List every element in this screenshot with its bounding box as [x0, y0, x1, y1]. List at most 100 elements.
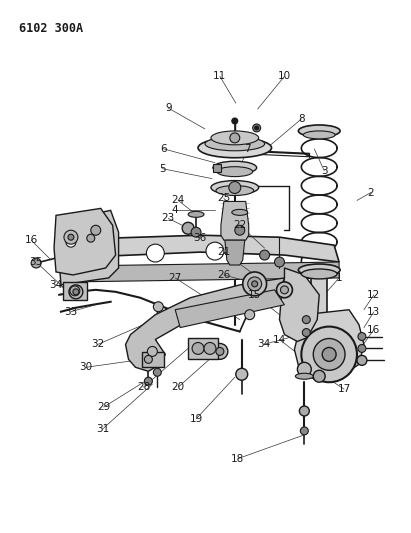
Bar [213, 164, 221, 172]
Text: 10: 10 [278, 71, 291, 82]
Polygon shape [54, 208, 115, 275]
Text: 13: 13 [367, 306, 381, 317]
Text: 36: 36 [194, 233, 207, 243]
Circle shape [275, 257, 284, 267]
Circle shape [245, 310, 255, 320]
Polygon shape [221, 201, 249, 240]
Circle shape [358, 344, 366, 352]
Circle shape [299, 406, 309, 416]
Text: 5: 5 [159, 164, 166, 174]
Circle shape [192, 343, 204, 354]
Circle shape [70, 286, 80, 296]
Text: 35: 35 [30, 257, 43, 267]
Circle shape [255, 126, 259, 130]
Bar [63, 282, 87, 300]
Polygon shape [59, 222, 106, 262]
Ellipse shape [301, 269, 337, 279]
Circle shape [212, 343, 228, 359]
Ellipse shape [213, 161, 256, 174]
Circle shape [148, 346, 157, 357]
Ellipse shape [298, 264, 340, 276]
Text: 9: 9 [165, 103, 171, 113]
Circle shape [153, 302, 163, 312]
Polygon shape [73, 262, 339, 282]
Text: 17: 17 [337, 384, 351, 394]
Polygon shape [73, 215, 115, 282]
Bar [311, 276, 327, 329]
Text: 11: 11 [213, 71, 226, 82]
Text: 18: 18 [231, 454, 245, 464]
Ellipse shape [296, 373, 313, 379]
Circle shape [358, 333, 366, 341]
Circle shape [146, 244, 164, 262]
Text: 34: 34 [257, 340, 270, 350]
Text: 24: 24 [171, 196, 185, 205]
Circle shape [298, 362, 311, 376]
Circle shape [243, 272, 267, 296]
Polygon shape [175, 290, 284, 328]
Polygon shape [59, 211, 119, 285]
Ellipse shape [217, 167, 253, 176]
Text: 4: 4 [172, 205, 178, 215]
Circle shape [322, 348, 336, 361]
Text: 29: 29 [97, 402, 110, 412]
Text: 1: 1 [336, 273, 342, 283]
Circle shape [73, 289, 79, 295]
Circle shape [230, 133, 240, 143]
Polygon shape [125, 278, 284, 372]
Circle shape [248, 277, 262, 291]
Text: 14: 14 [273, 335, 286, 344]
Polygon shape [294, 310, 364, 379]
Bar [143, 352, 164, 367]
Text: 34: 34 [49, 280, 62, 290]
Circle shape [153, 368, 161, 376]
Ellipse shape [188, 212, 204, 217]
Text: 7: 7 [245, 144, 251, 154]
Circle shape [302, 328, 310, 336]
Circle shape [300, 427, 308, 435]
Text: 22: 22 [233, 220, 246, 230]
Circle shape [301, 327, 357, 382]
Circle shape [252, 281, 258, 287]
Text: 32: 32 [91, 340, 104, 350]
Circle shape [236, 368, 248, 380]
Circle shape [87, 234, 95, 242]
Polygon shape [73, 235, 339, 266]
Circle shape [280, 286, 289, 294]
Polygon shape [225, 240, 245, 265]
Circle shape [229, 182, 241, 193]
Text: 25: 25 [217, 193, 231, 204]
Text: 16: 16 [367, 325, 381, 335]
Text: 8: 8 [298, 114, 305, 124]
Ellipse shape [305, 350, 333, 358]
Text: 12: 12 [367, 290, 381, 300]
Text: 27: 27 [169, 273, 182, 283]
Circle shape [232, 118, 238, 124]
Circle shape [206, 242, 224, 260]
Ellipse shape [298, 125, 340, 137]
Text: 20: 20 [172, 382, 185, 392]
Ellipse shape [211, 131, 259, 145]
Circle shape [144, 356, 152, 364]
Text: 6102 300A: 6102 300A [19, 22, 83, 35]
Circle shape [235, 225, 245, 235]
Text: 21: 21 [217, 247, 231, 257]
Ellipse shape [211, 181, 259, 195]
Ellipse shape [303, 131, 335, 139]
Ellipse shape [232, 209, 248, 215]
Ellipse shape [216, 185, 254, 196]
Text: 26: 26 [217, 270, 231, 280]
Text: 28: 28 [137, 382, 150, 392]
Bar [188, 337, 218, 359]
Text: 31: 31 [96, 424, 109, 434]
Text: 15: 15 [248, 290, 261, 300]
Text: 30: 30 [79, 362, 92, 373]
Circle shape [191, 227, 201, 237]
Circle shape [69, 285, 83, 299]
Circle shape [66, 237, 76, 247]
Polygon shape [279, 268, 319, 342]
Circle shape [64, 230, 78, 244]
Circle shape [302, 316, 310, 324]
Text: 3: 3 [321, 166, 328, 176]
Circle shape [204, 343, 216, 354]
